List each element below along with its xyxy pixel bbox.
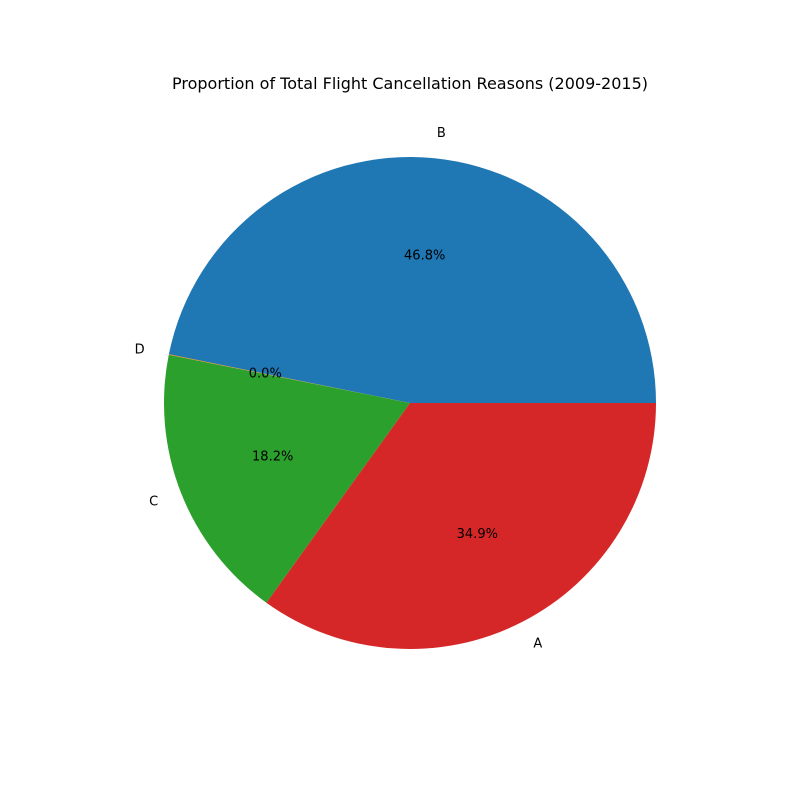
- slice-pct-label-c: 18.2%: [252, 450, 293, 465]
- slice-label-a: A: [533, 636, 542, 651]
- pie-slice-b: [168, 157, 656, 403]
- pie-slices: [164, 157, 656, 649]
- chart-title: Proportion of Total Flight Cancellation …: [172, 74, 648, 93]
- slice-label-d: D: [135, 342, 145, 357]
- pie-labels: B 46.8% D 0.0% C 18.2% A 34.9%: [135, 126, 543, 651]
- slice-pct-label-a: 34.9%: [457, 527, 498, 542]
- pie-slice-d: [168, 354, 410, 403]
- slice-pct-label-d: 0.0%: [249, 367, 282, 382]
- slice-label-c: C: [149, 495, 158, 510]
- slice-label-b: B: [437, 126, 446, 141]
- pie-slice-c: [164, 354, 410, 603]
- slice-pct-label-b: 46.8%: [404, 249, 445, 264]
- pie-slice-a: [266, 403, 656, 649]
